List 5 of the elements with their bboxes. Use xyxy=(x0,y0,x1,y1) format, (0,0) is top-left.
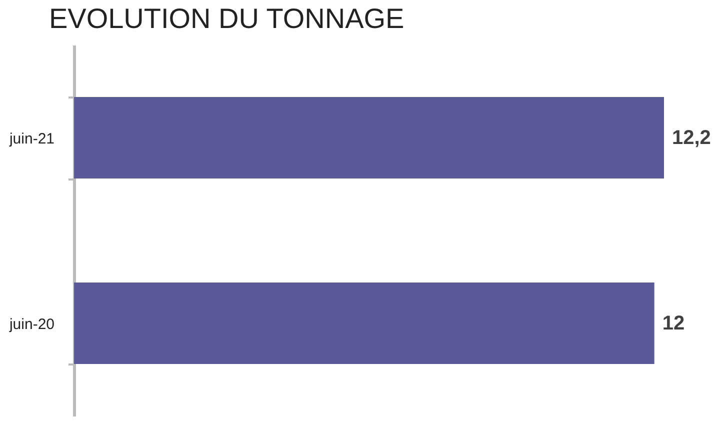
data-label: 12 xyxy=(662,312,685,334)
y-tick-label: juin-20 xyxy=(8,316,54,333)
data-label: 12,2 xyxy=(672,126,711,149)
y-tick-label: juin-21 xyxy=(8,130,54,148)
chart-title: EVOLUTION DU TONNAGE xyxy=(48,3,404,34)
